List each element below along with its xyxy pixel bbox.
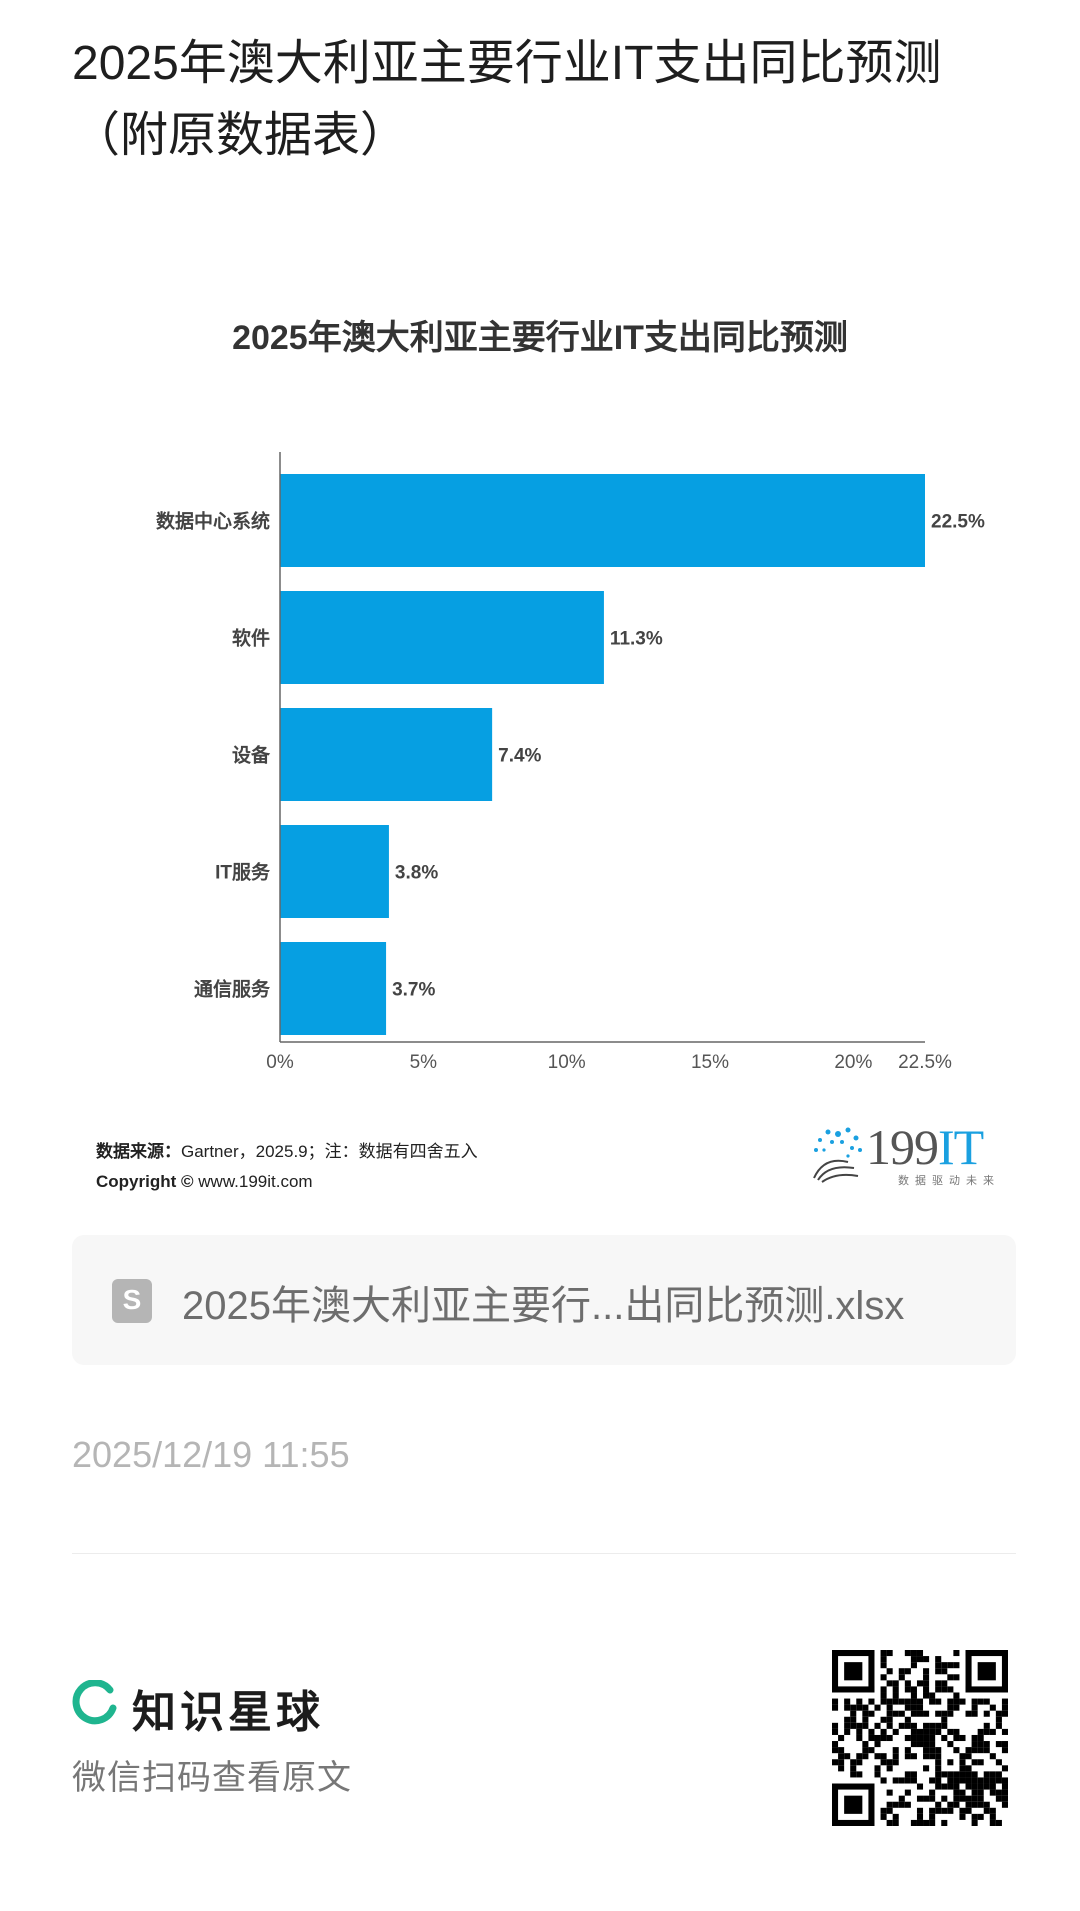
chart-bar	[280, 474, 925, 567]
copyright-label: Copyright ©	[96, 1172, 194, 1191]
attachment-file-name[interactable]: 2025年澳大利亚主要行...出同比预测.xlsx	[182, 1284, 905, 1328]
x-tick-label: 22.5%	[898, 1052, 952, 1073]
chart-title: 2025年澳大利亚主要行业IT支出同比预测	[232, 319, 848, 357]
x-tick-label: 15%	[691, 1052, 729, 1073]
bar-chart: 数据中心系统 22.5% 软件 11.3% 设备 7.4% IT服务 3.8% 通信服务 3.7%…	[156, 452, 985, 1073]
attachment-file-card[interactable]: 2025年澳大利亚主要行...出同比预测.xlsx	[72, 1235, 1016, 1365]
source-label: 数据来源：	[96, 1142, 181, 1161]
chart-bar	[280, 825, 389, 918]
page-title: 2025年澳大利亚主要行业IT支出同比预测（附原数据表）	[72, 37, 942, 162]
data-label: 3.7%	[392, 980, 435, 1001]
category-label: IT服务	[215, 861, 271, 884]
x-tick-label: 0%	[266, 1052, 294, 1073]
copyright-text: www.199it.com	[198, 1172, 313, 1191]
zsxq-logo-icon	[72, 1680, 117, 1725]
chart-bar	[280, 708, 493, 801]
x-tick-label: 20%	[834, 1052, 872, 1073]
x-tick-label: 10%	[548, 1052, 586, 1073]
chart-bar	[280, 942, 387, 1035]
app-name: 知识星球	[132, 1688, 324, 1737]
source-note: 数据来源：Gartner，2025.9；注：数据有四舍五入 Copyright …	[96, 1137, 478, 1197]
data-label: 22.5%	[931, 512, 985, 533]
data-label: 3.8%	[395, 863, 438, 884]
data-label: 11.3%	[610, 629, 663, 650]
category-label: 设备	[232, 744, 271, 767]
post-timestamp: 2025/12/19 11:55	[72, 1434, 350, 1475]
brand-name: 199IT	[866, 1119, 984, 1175]
source-text: Gartner，2025.9；注：数据有四舍五入	[181, 1142, 478, 1161]
chart-image: 2025年澳大利亚主要行业IT支出同比预测 数据中心系统 22.5% 软件 11.3%…	[80, 290, 1000, 1210]
x-tick-label: 5%	[410, 1052, 438, 1073]
spreadsheet-file-icon	[112, 1279, 152, 1323]
dandelion-icon	[813, 1127, 862, 1183]
brand-logo: 199IT 数据驱动未来	[808, 1119, 1008, 1190]
data-label: 7.4%	[498, 746, 541, 767]
category-label: 通信服务	[194, 978, 271, 1001]
brand-slogan: 数据驱动未来	[898, 1175, 1000, 1187]
category-label: 软件	[232, 627, 270, 650]
qr-code[interactable]	[832, 1650, 1008, 1826]
scan-hint: 微信扫码查看原文	[72, 1759, 352, 1797]
chart-bar	[280, 591, 604, 684]
category-label: 数据中心系统	[156, 510, 270, 533]
divider	[72, 1553, 1016, 1554]
